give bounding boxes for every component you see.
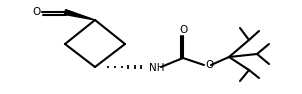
Text: NH: NH (149, 63, 165, 73)
Text: O: O (33, 7, 41, 17)
Polygon shape (64, 10, 95, 20)
Text: O: O (179, 25, 187, 35)
Text: O: O (205, 60, 213, 70)
